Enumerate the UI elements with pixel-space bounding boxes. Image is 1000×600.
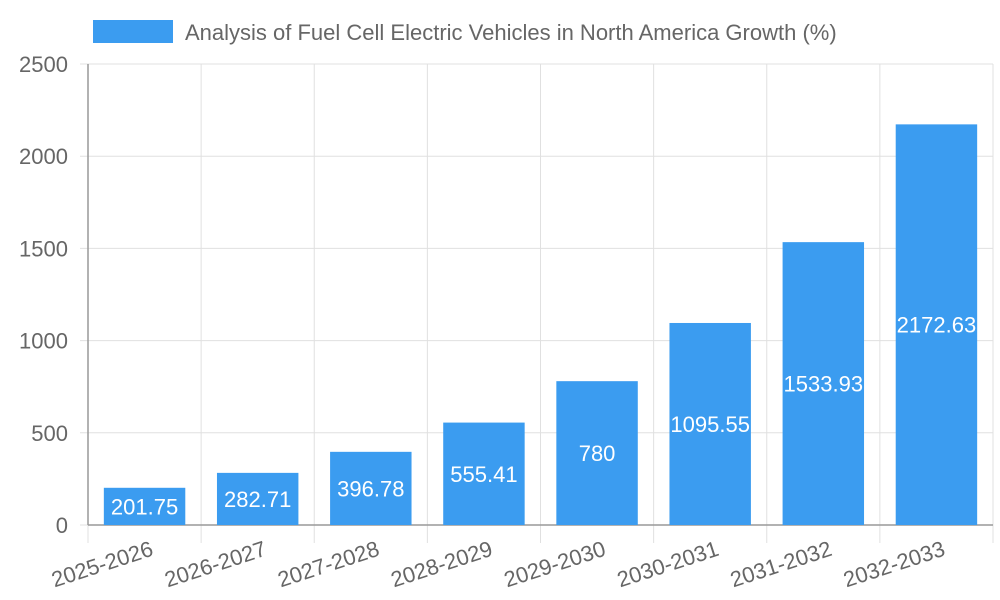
bars	[103, 124, 978, 525]
bar[interactable]	[782, 242, 865, 525]
legend-swatch	[93, 20, 173, 43]
x-tick-label: 2027-2028	[275, 536, 383, 592]
x-tick-label: 2029-2030	[501, 536, 609, 592]
data-label: 282.71	[224, 487, 291, 512]
data-label: 396.78	[337, 476, 404, 501]
data-label: 555.41	[450, 462, 517, 487]
x-tick-labels: 2025-2026 2026-2027 2027-2028 2028-2029 2029…	[48, 536, 948, 592]
x-tick-label: 2028-2029	[388, 536, 496, 592]
data-labels: 201.75 282.71 396.78 555.41 780 1095.55 1533.9…	[111, 313, 976, 520]
bar[interactable]	[669, 322, 751, 525]
data-label: 1533.93	[784, 372, 864, 397]
y-tick-label: 1500	[19, 236, 68, 261]
x-tick-label: 2025-2026	[48, 536, 156, 592]
bar[interactable]	[103, 487, 186, 525]
data-label: 1095.55	[670, 412, 750, 437]
x-tick-label: 2032-2033	[840, 536, 948, 592]
y-tick-label: 0	[56, 513, 68, 538]
data-label: 201.75	[111, 494, 178, 519]
y-tick-label: 2500	[19, 52, 68, 77]
data-label: 2172.63	[897, 313, 977, 338]
bar[interactable]	[556, 381, 638, 525]
bar[interactable]	[895, 124, 978, 525]
x-tick-label: 2030-2031	[614, 536, 722, 592]
legend[interactable]: Analysis of Fuel Cell Electric Vehicles …	[93, 20, 837, 45]
bar[interactable]	[330, 451, 412, 525]
bar[interactable]	[443, 422, 525, 525]
y-tick-label: 2000	[19, 144, 68, 169]
legend-label: Analysis of Fuel Cell Electric Vehicles …	[185, 20, 837, 45]
y-tick-label: 500	[31, 421, 68, 446]
data-label: 780	[579, 441, 616, 466]
y-tick-label: 1000	[19, 329, 68, 354]
y-tick-labels: 0 500 1000 1500 2000 2500	[19, 52, 68, 538]
x-tick-label: 2026-2027	[161, 536, 269, 592]
bar[interactable]	[216, 472, 299, 525]
gridlines	[80, 63, 994, 543]
x-tick-label: 2031-2032	[727, 536, 835, 592]
